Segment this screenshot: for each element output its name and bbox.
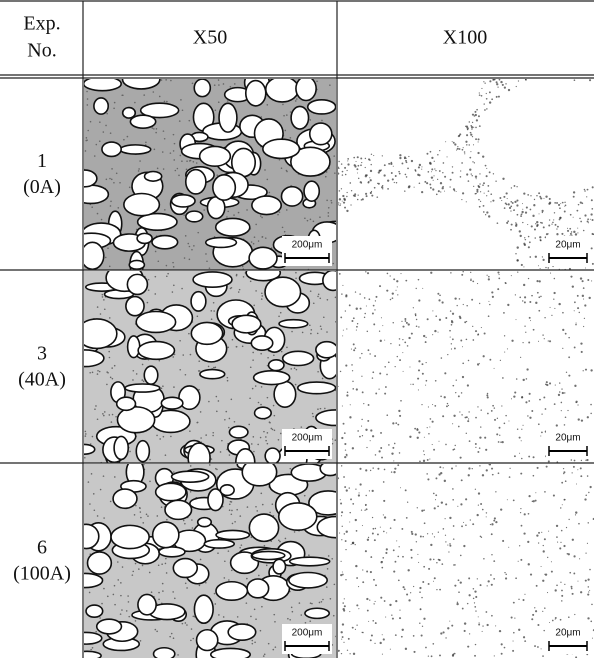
header-text: Exp. bbox=[23, 13, 60, 35]
exp-current: (0A) bbox=[23, 176, 61, 198]
scale-label: 20μm bbox=[555, 628, 580, 639]
exp-number: 3 bbox=[37, 343, 47, 365]
header-text: No. bbox=[27, 40, 56, 62]
exp-number: 6 bbox=[37, 537, 47, 559]
header-text: X100 bbox=[443, 27, 487, 49]
header-text: X50 bbox=[193, 27, 227, 49]
exp-current: (40A) bbox=[18, 369, 66, 391]
scale-label: 200μm bbox=[292, 433, 323, 444]
scale-box bbox=[546, 624, 590, 654]
micrograph bbox=[84, 79, 336, 270]
scale-box bbox=[282, 429, 332, 459]
micrograph bbox=[84, 271, 336, 463]
scale-label: 200μm bbox=[292, 240, 323, 251]
scale-box bbox=[546, 236, 590, 266]
scale-box bbox=[546, 429, 590, 459]
scale-label: 200μm bbox=[292, 628, 323, 639]
exp-number: 1 bbox=[37, 150, 47, 172]
scale-box bbox=[282, 236, 332, 266]
scale-label: 20μm bbox=[555, 240, 580, 251]
scale-box bbox=[282, 624, 332, 654]
exp-current: (100A) bbox=[13, 563, 71, 585]
scale-label: 20μm bbox=[555, 433, 580, 444]
